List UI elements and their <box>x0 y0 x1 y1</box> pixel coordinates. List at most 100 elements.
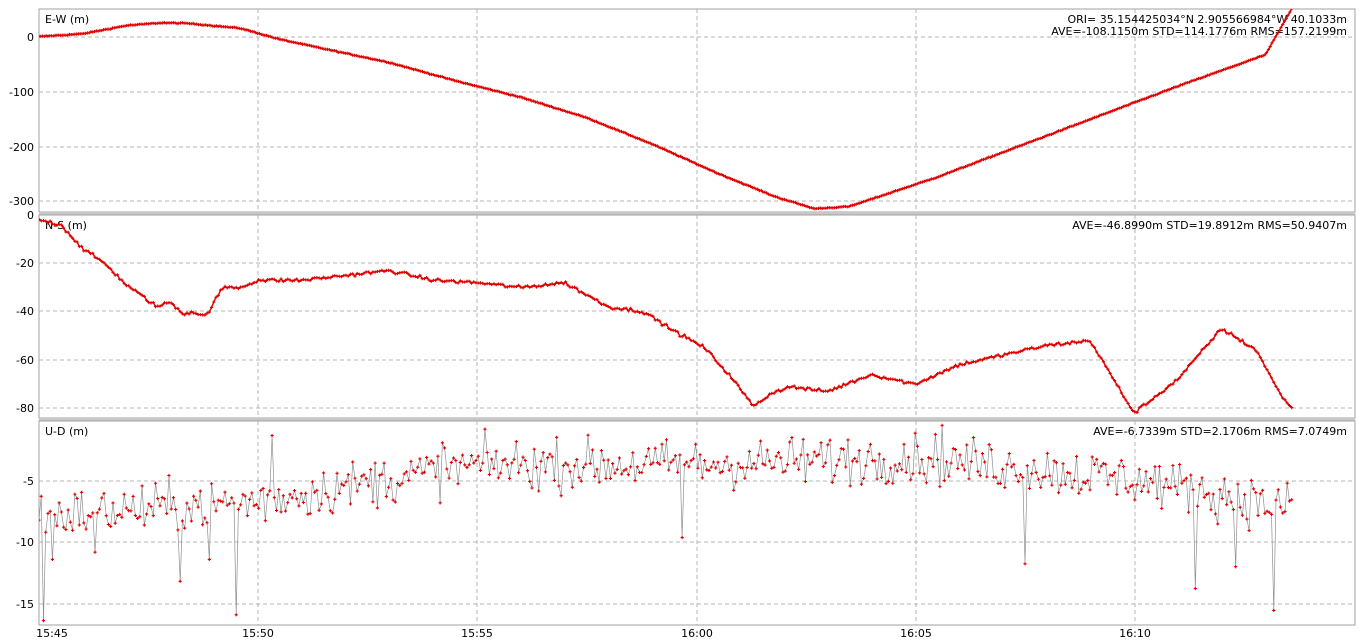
data-point <box>1238 62 1242 66</box>
data-point <box>528 285 532 289</box>
data-point <box>79 490 84 494</box>
data-point <box>1014 351 1018 355</box>
data-point <box>44 219 48 223</box>
data-point <box>637 137 641 141</box>
data-point <box>766 192 770 196</box>
data-point <box>532 283 536 288</box>
data-point <box>1146 95 1150 99</box>
data-point <box>953 447 958 452</box>
data-point <box>761 462 765 466</box>
data-point <box>241 492 245 496</box>
data-point <box>705 468 709 472</box>
data-point <box>100 28 104 33</box>
data-point <box>144 298 149 302</box>
data-point <box>191 21 195 25</box>
data-point <box>689 159 693 164</box>
data-point <box>1189 473 1193 477</box>
data-point <box>176 528 180 532</box>
data-point <box>992 154 996 158</box>
data-point <box>221 287 225 291</box>
data-point <box>607 125 611 129</box>
data-point <box>499 471 503 475</box>
data-point <box>723 369 727 373</box>
data-point <box>591 118 595 122</box>
data-point <box>46 221 50 225</box>
data-point <box>608 306 613 310</box>
data-point <box>857 449 861 453</box>
data-point <box>815 454 819 458</box>
data-point <box>1283 509 1287 514</box>
data-point <box>902 186 907 190</box>
data-point <box>858 201 862 205</box>
data-point <box>987 355 991 360</box>
data-point <box>355 489 359 493</box>
data-point <box>989 448 993 452</box>
panel-separator[interactable] <box>39 212 1355 215</box>
data-point <box>474 458 478 463</box>
data-point <box>1249 345 1253 349</box>
data-point <box>295 277 299 281</box>
data-point <box>790 385 794 389</box>
data-point <box>1249 478 1253 483</box>
data-point <box>327 47 331 52</box>
data-point <box>846 382 850 386</box>
data-point <box>79 244 84 248</box>
data-point <box>274 508 279 513</box>
data-point <box>286 501 290 505</box>
data-point <box>123 24 127 28</box>
data-point <box>1164 89 1168 93</box>
data-point <box>1010 147 1014 151</box>
data-point <box>1227 332 1231 336</box>
data-point <box>501 91 505 95</box>
data-point <box>225 25 229 29</box>
data-point <box>540 102 545 106</box>
data-point <box>1088 488 1092 492</box>
data-point <box>985 156 989 160</box>
data-point <box>434 475 438 479</box>
data-point <box>243 284 247 288</box>
data-point <box>1054 342 1058 346</box>
data-point <box>411 468 415 472</box>
data-point <box>431 461 436 465</box>
data-point <box>548 452 552 456</box>
data-point <box>1178 462 1182 467</box>
data-point <box>1082 120 1086 124</box>
panel-separator[interactable] <box>39 418 1355 421</box>
data-point <box>438 278 442 282</box>
data-point <box>192 494 196 498</box>
data-point <box>1220 68 1224 73</box>
panel-label: N-S (m) <box>45 219 87 232</box>
data-point <box>277 487 281 492</box>
data-point <box>102 261 106 265</box>
data-point <box>1222 328 1227 332</box>
data-point <box>559 494 563 498</box>
data-point <box>496 89 500 93</box>
data-point <box>1033 138 1038 142</box>
data-point <box>942 369 946 373</box>
x-tick-label: 16:05 <box>900 627 932 640</box>
data-point <box>474 84 478 88</box>
data-point <box>77 523 81 527</box>
data-point <box>351 272 355 276</box>
data-point <box>380 472 384 476</box>
data-point <box>716 460 720 464</box>
panel-label: E-W (m) <box>45 13 89 26</box>
data-point <box>257 31 262 36</box>
data-point <box>1003 352 1007 356</box>
data-point <box>1117 464 1121 468</box>
data-point <box>546 456 550 460</box>
data-point <box>53 222 57 227</box>
data-point <box>413 470 418 474</box>
data-point <box>541 283 545 288</box>
data-point <box>480 85 484 89</box>
data-point <box>622 469 626 473</box>
data-point <box>254 502 258 507</box>
data-point <box>866 374 870 378</box>
data-point <box>194 498 198 502</box>
data-point <box>1282 19 1287 23</box>
data-point <box>1238 339 1242 343</box>
data-point <box>144 512 149 516</box>
data-point <box>519 463 523 467</box>
data-point <box>1281 396 1285 400</box>
data-point <box>469 281 474 285</box>
